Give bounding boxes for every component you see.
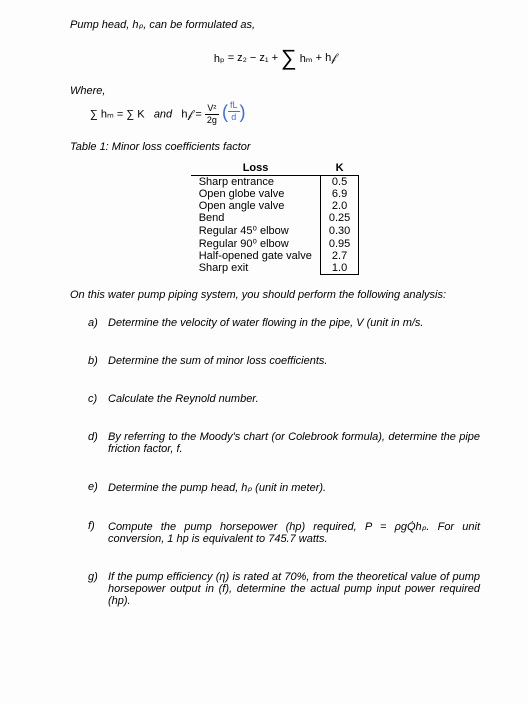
cell-loss: Sharp exit: [191, 262, 321, 275]
frac-v2-2g: V² 2g: [205, 104, 219, 125]
question-text: Determine the velocity of water flowing …: [108, 317, 480, 329]
frac-num-fl: fL: [228, 101, 240, 112]
cell-k: 0.30: [320, 224, 358, 237]
question-item: c)Calculate the Reynold number.: [70, 393, 480, 405]
cell-k: 0.25: [320, 212, 358, 224]
cell-loss: Half-opened gate valve: [191, 250, 321, 262]
question-item: e)Determine the pump head, hₚ (unit in m…: [70, 481, 480, 494]
cell-k: 0.95: [320, 237, 358, 250]
formula-eq: =: [228, 52, 234, 64]
formula-hf: h𝒻: [325, 52, 336, 65]
question-letter: c): [88, 393, 108, 405]
sigma-icon: ∑: [281, 45, 297, 71]
where-and: and: [154, 109, 172, 121]
cell-k: 2.7: [320, 250, 358, 262]
table-row: Sharp entrance0.5: [191, 176, 359, 189]
cell-loss: Regular 90⁰ elbow: [191, 237, 321, 250]
analysis-intro: On this water pump piping system, you sh…: [70, 289, 480, 301]
header-k: K: [320, 161, 358, 176]
question-item: a)Determine the velocity of water flowin…: [70, 317, 480, 329]
question-letter: a): [88, 317, 108, 329]
cell-loss: Open globe valve: [191, 188, 321, 200]
header-loss: Loss: [191, 161, 321, 176]
formula-z1: z₁: [259, 52, 268, 64]
frac-den-2g: 2g: [205, 115, 219, 125]
cell-loss: Bend: [191, 212, 321, 224]
table-row: Bend0.25: [191, 212, 359, 224]
where-formula: ∑ hₘ = ∑ K and h𝒻 = V² 2g ( fL d ): [90, 101, 480, 125]
cell-k: 0.5: [320, 176, 358, 189]
table-row: Regular 90⁰ elbow0.95: [191, 237, 359, 250]
question-item: f)Compute the pump horsepower (hp) requi…: [70, 520, 480, 545]
formula-plus: +: [272, 52, 278, 64]
cell-loss: Regular 45⁰ elbow: [191, 224, 321, 237]
paren-right: ): [240, 103, 246, 121]
cell-k: 2.0: [320, 200, 358, 212]
cell-loss: Open angle valve: [191, 200, 321, 212]
table-row: Open angle valve2.0: [191, 200, 359, 212]
question-text: By referring to the Moody's chart (or Co…: [108, 431, 480, 455]
frac-den-d: d: [228, 112, 240, 122]
where-hf-eq: h𝒻 =: [181, 109, 202, 121]
question-text: If the pump efficiency (η) is rated at 7…: [108, 571, 480, 607]
loss-table: Loss K Sharp entrance0.5Open globe valve…: [191, 161, 360, 275]
formula-minus: −: [250, 52, 256, 64]
table-title: Table 1: Minor loss coefficients factor: [70, 141, 480, 153]
question-letter: f): [88, 520, 108, 545]
question-text: Compute the pump horsepower (hp) require…: [108, 520, 480, 545]
table-row: Half-opened gate valve2.7: [191, 250, 359, 262]
where-part1: ∑ hₘ = ∑ K: [90, 109, 145, 121]
intro-text: Pump head, hₚ, can be formulated as,: [70, 18, 480, 31]
question-letter: b): [88, 355, 108, 367]
formula-hm: hₘ: [300, 52, 313, 65]
question-text: Determine the sum of minor loss coeffici…: [108, 355, 480, 367]
question-letter: d): [88, 431, 108, 455]
question-text: Calculate the Reynold number.: [108, 393, 480, 405]
formula-plus2: +: [316, 52, 322, 64]
cell-k: 1.0: [320, 262, 358, 275]
table-row: Open globe valve6.9: [191, 188, 359, 200]
table-row: Sharp exit1.0: [191, 262, 359, 275]
question-letter: e): [88, 481, 108, 494]
cell-k: 6.9: [320, 188, 358, 200]
table-row: Regular 45⁰ elbow0.30: [191, 224, 359, 237]
question-item: b)Determine the sum of minor loss coeffi…: [70, 355, 480, 367]
question-item: d)By referring to the Moody's chart (or …: [70, 431, 480, 455]
main-formula: hₚ = z₂ − z₁ + ∑ hₘ + h𝒻: [70, 45, 480, 71]
question-text: Determine the pump head, hₚ (unit in met…: [108, 481, 480, 494]
question-item: g)If the pump efficiency (η) is rated at…: [70, 571, 480, 607]
formula-z2: z₂: [237, 52, 247, 64]
frac-fl-d: fL d: [228, 101, 240, 122]
question-letter: g): [88, 571, 108, 607]
cell-loss: Sharp entrance: [191, 176, 321, 189]
table-header-row: Loss K: [191, 161, 359, 176]
paren-frac: ( fL d ): [222, 101, 246, 122]
where-label: Where,: [70, 85, 480, 97]
frac-num-v2: V²: [205, 104, 219, 115]
formula-lhs: hₚ: [214, 52, 225, 65]
